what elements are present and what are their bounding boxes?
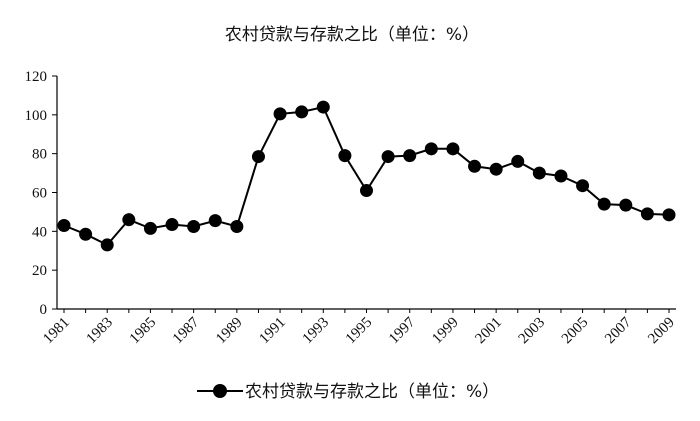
data-point — [640, 207, 654, 221]
data-point — [446, 142, 460, 156]
x-tick-label: 2001 — [472, 315, 505, 348]
data-point — [489, 162, 503, 176]
data-point — [403, 149, 417, 163]
data-point — [165, 218, 179, 232]
legend: 农村贷款与存款之比（单位：%） — [197, 382, 499, 402]
data-point — [187, 219, 201, 233]
x-tick-label: 1987 — [170, 314, 203, 347]
y-axis-ticks: 0 20 40 60 80 100 120 — [25, 69, 57, 318]
y-tick-label: 100 — [25, 108, 48, 124]
y-tick-label: 20 — [32, 263, 47, 279]
x-tick-label: 1997 — [386, 314, 419, 347]
x-tick-label: 1995 — [343, 315, 376, 348]
data-point — [468, 159, 482, 173]
y-tick-label: 40 — [32, 224, 47, 240]
data-point — [511, 154, 525, 168]
data-point — [619, 198, 633, 212]
data-point — [576, 179, 590, 193]
data-point — [143, 221, 157, 235]
x-axis-ticks: 1981 1983 1985 1987 1989 1991 1993 1995 1997 1999… — [40, 309, 678, 347]
legend-marker-icon — [213, 384, 227, 398]
data-point — [57, 219, 71, 233]
x-tick-label: 1993 — [300, 315, 333, 348]
data-point — [122, 213, 136, 227]
data-point — [338, 149, 352, 163]
data-point — [554, 169, 568, 183]
data-point — [316, 100, 330, 114]
data-point — [208, 214, 222, 228]
data-point — [597, 197, 611, 211]
data-point — [381, 150, 395, 164]
data-point — [230, 219, 244, 233]
data-point — [532, 166, 546, 180]
data-point — [295, 105, 309, 119]
data-point — [662, 208, 676, 222]
x-tick-label: 1989 — [213, 315, 246, 348]
x-tick-label: 1981 — [40, 315, 73, 348]
y-tick-label: 60 — [32, 186, 47, 202]
y-tick-label: 80 — [32, 147, 47, 163]
x-tick-label: 2009 — [645, 315, 678, 348]
x-tick-label: 1991 — [256, 315, 289, 348]
data-point — [424, 142, 438, 156]
x-tick-label: 2003 — [516, 315, 549, 348]
x-tick-label: 1999 — [429, 315, 462, 348]
data-point — [251, 150, 265, 164]
data-point — [360, 184, 373, 198]
x-tick-label: 1983 — [84, 315, 117, 348]
y-tick-label: 120 — [25, 69, 48, 85]
legend-label: 农村贷款与存款之比（单位：%） — [245, 382, 499, 402]
series-points-group — [57, 100, 676, 252]
data-point — [273, 107, 287, 121]
y-tick-label: 0 — [40, 302, 48, 318]
x-tick-label: 2005 — [559, 315, 592, 348]
x-tick-label: 2007 — [602, 314, 635, 347]
chart-title: 农村贷款与存款之比（单位：%） — [225, 25, 479, 45]
data-point — [79, 227, 93, 241]
data-point — [100, 238, 114, 252]
x-tick-label: 1985 — [127, 315, 160, 348]
